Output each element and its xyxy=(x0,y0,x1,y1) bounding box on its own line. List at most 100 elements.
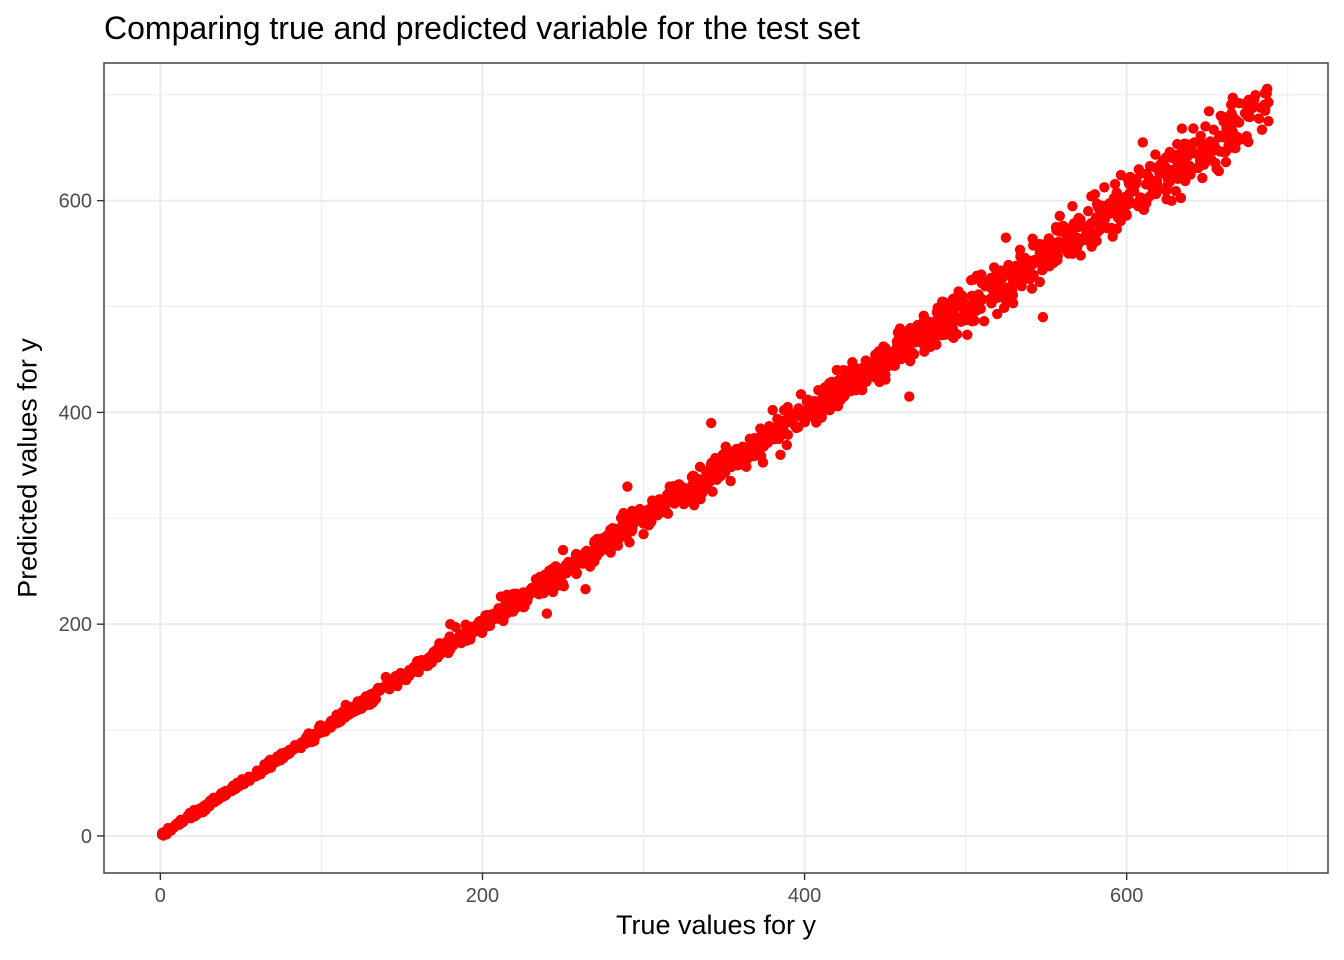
data-point xyxy=(254,769,266,780)
data-point xyxy=(1150,149,1161,160)
data-point xyxy=(1075,250,1086,261)
data-point xyxy=(662,489,673,500)
data-point xyxy=(819,382,830,393)
data-point xyxy=(740,448,751,459)
data-point xyxy=(615,512,627,524)
data-point xyxy=(934,320,946,331)
data-point xyxy=(1241,130,1252,142)
data-point xyxy=(789,419,800,430)
data-point xyxy=(848,370,859,382)
data-point xyxy=(775,449,786,460)
data-point xyxy=(661,498,672,509)
data-point xyxy=(1143,192,1154,203)
data-point xyxy=(1137,137,1148,148)
data-point xyxy=(673,492,685,503)
data-point xyxy=(1263,116,1274,127)
data-point xyxy=(1028,269,1039,281)
data-point xyxy=(268,755,280,767)
data-point xyxy=(882,361,894,372)
data-point xyxy=(1090,216,1102,227)
data-point xyxy=(690,482,701,494)
data-point xyxy=(307,732,318,744)
data-point xyxy=(1037,311,1049,323)
data-point xyxy=(611,528,623,540)
data-point xyxy=(1000,232,1012,243)
data-point xyxy=(1026,283,1038,294)
data-point xyxy=(870,362,881,373)
data-point xyxy=(1203,140,1215,152)
data-point xyxy=(1225,99,1237,111)
data-point xyxy=(1176,123,1188,134)
data-point xyxy=(175,817,187,828)
x-axis: 0 200 400 600 xyxy=(155,873,1143,907)
x-tick-label: 400 xyxy=(788,885,821,907)
data-point xyxy=(421,660,432,672)
data-point xyxy=(1197,172,1208,184)
data-point xyxy=(431,652,442,663)
data-point xyxy=(690,494,702,506)
data-point xyxy=(1107,231,1118,242)
data-point xyxy=(782,401,793,413)
data-point xyxy=(1115,215,1126,227)
data-point xyxy=(709,468,721,479)
data-point xyxy=(356,703,367,714)
data-point xyxy=(1091,235,1102,247)
data-point xyxy=(782,429,793,441)
data-point xyxy=(1082,205,1094,217)
data-point xyxy=(904,391,915,402)
data-point xyxy=(880,369,891,380)
data-point xyxy=(567,560,578,571)
data-point xyxy=(899,326,911,337)
x-axis-label: True values for y xyxy=(615,910,817,940)
data-point xyxy=(571,568,582,580)
data-point xyxy=(834,377,846,388)
data-point xyxy=(955,292,966,303)
data-point xyxy=(1172,138,1183,150)
y-tick-label: 0 xyxy=(81,826,92,848)
data-point xyxy=(384,682,395,694)
data-points xyxy=(156,83,1274,841)
data-point xyxy=(1121,192,1133,204)
y-axis-label: Predicted values for y xyxy=(12,338,43,598)
data-point xyxy=(966,290,978,302)
data-point xyxy=(989,279,1001,291)
data-point xyxy=(1200,121,1211,132)
data-point xyxy=(1089,189,1101,200)
data-point xyxy=(530,586,542,598)
data-point xyxy=(640,507,651,518)
data-point xyxy=(948,332,959,344)
y-tick-label: 200 xyxy=(59,614,92,636)
data-point xyxy=(1259,87,1270,99)
data-point xyxy=(333,717,344,728)
data-point xyxy=(605,547,616,558)
data-point xyxy=(1203,106,1215,117)
data-point xyxy=(906,346,917,358)
data-point xyxy=(1213,165,1224,177)
data-point xyxy=(992,271,1003,282)
data-point xyxy=(549,569,561,580)
data-point xyxy=(450,622,461,633)
data-point xyxy=(760,431,771,443)
data-point xyxy=(403,670,414,682)
data-point xyxy=(1026,260,1037,271)
data-point xyxy=(1218,116,1229,127)
data-point xyxy=(811,399,822,410)
data-point xyxy=(1039,251,1050,263)
data-point xyxy=(988,262,1000,273)
data-point xyxy=(1027,233,1038,244)
data-point xyxy=(1239,98,1251,109)
data-point xyxy=(826,376,838,388)
data-point xyxy=(1253,113,1265,124)
data-point xyxy=(785,409,797,421)
data-point xyxy=(1120,208,1132,219)
data-point xyxy=(1073,237,1085,249)
y-tick-label: 600 xyxy=(59,191,92,213)
data-point xyxy=(558,568,569,580)
data-point xyxy=(616,520,628,532)
data-point xyxy=(749,450,760,462)
data-point xyxy=(687,470,699,481)
data-point xyxy=(909,325,921,337)
data-point xyxy=(1255,102,1266,113)
data-point xyxy=(205,797,217,808)
data-point xyxy=(886,352,897,363)
